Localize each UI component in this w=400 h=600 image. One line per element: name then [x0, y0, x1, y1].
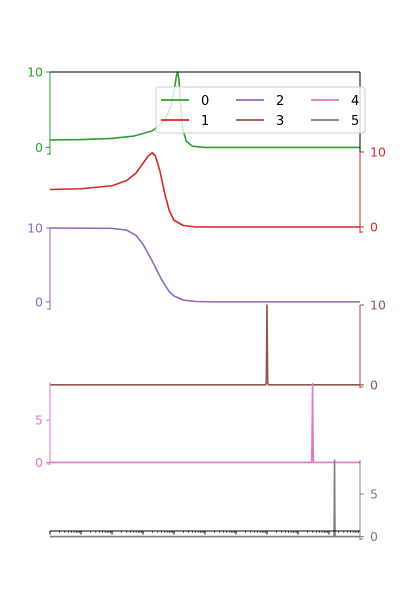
legend-label-5: 5	[351, 114, 359, 129]
legend-label-1: 1	[201, 114, 209, 129]
y-tick-label-1-10: 10	[370, 145, 386, 160]
y-tick-label-4-0: 0	[35, 455, 43, 470]
legend-label-0: 0	[201, 94, 209, 109]
series-panel-5: 05	[50, 459, 378, 544]
series-panel-1: 0 10	[49, 145, 386, 235]
y-tick-label-0-10: 10	[27, 65, 43, 80]
series-line-0	[49, 71, 360, 149]
x-axis	[49, 530, 360, 535]
legend-label-4: 4	[351, 94, 359, 109]
legend-label-3: 3	[276, 114, 284, 129]
series-line-2	[49, 227, 360, 303]
series-line-1	[49, 151, 360, 228]
y-tick-label-4-5: 5	[35, 413, 43, 428]
legend: 0 1 2 3 4 5	[155, 86, 366, 134]
y-tick-label-5-0: 0	[370, 529, 378, 544]
y-tick-label-2-0: 0	[35, 294, 43, 309]
series-line-5	[50, 459, 360, 538]
legend-label-2: 2	[276, 94, 284, 109]
legend-box	[155, 86, 366, 134]
series-line-4	[50, 382, 360, 464]
y-tick-label-5-5: 5	[370, 487, 378, 502]
y-tick-label-3-0: 0	[370, 377, 378, 392]
series-panel-3: 0 10	[50, 298, 386, 392]
series-panel-2: 0 10	[27, 221, 360, 310]
y-tick-label-3-10: 10	[370, 298, 386, 313]
y-tick-label-2-10: 10	[27, 221, 43, 236]
y-tick-label-0-0: 0	[35, 140, 43, 155]
series-panel-4: 05	[35, 382, 360, 470]
y-tick-label-1-0: 0	[370, 220, 378, 235]
series-line-3	[50, 304, 360, 386]
series-panel-0: 010	[27, 65, 360, 155]
